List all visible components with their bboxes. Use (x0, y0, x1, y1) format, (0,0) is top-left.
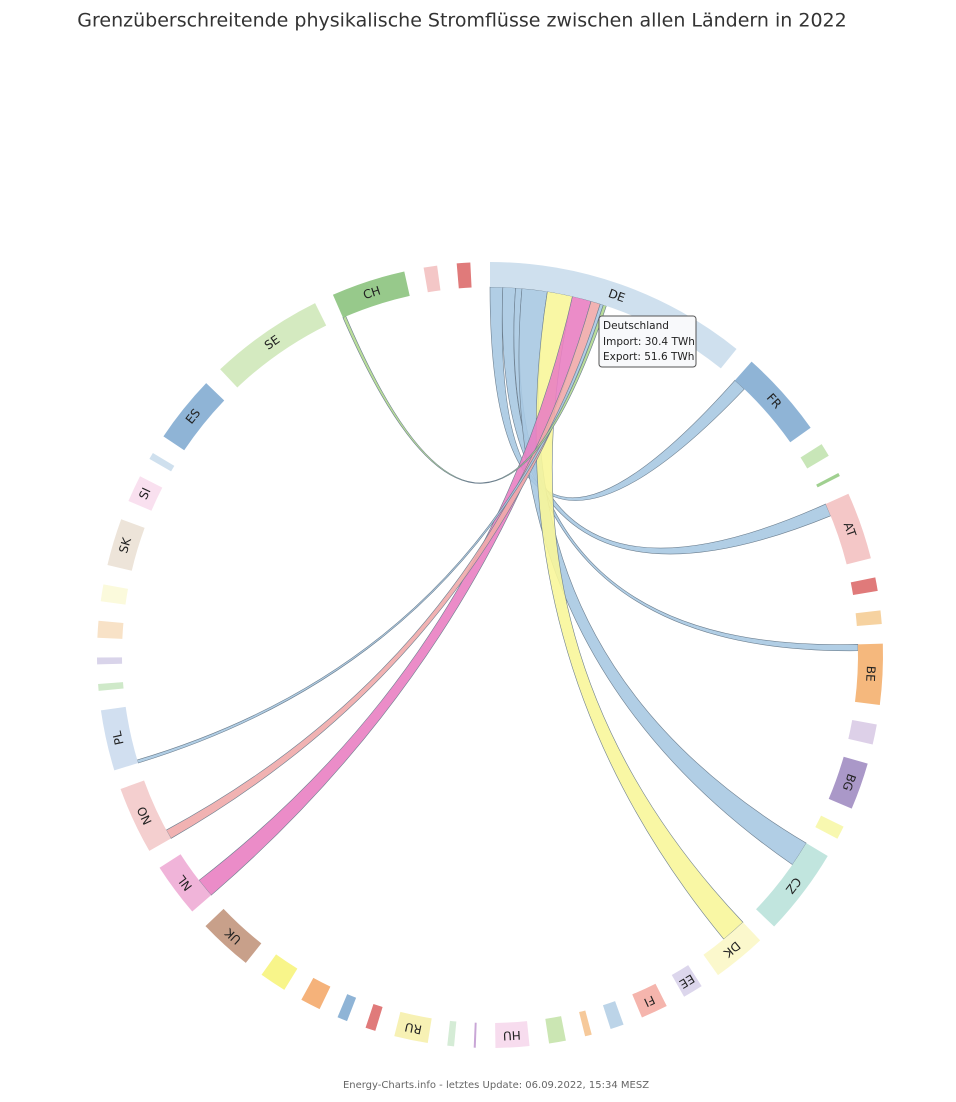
node-arc (261, 954, 298, 990)
node-label: SI (136, 486, 153, 502)
node-label: EE (677, 971, 697, 991)
node-arc (671, 965, 702, 997)
node-arc (394, 1011, 432, 1044)
node-label: HU (503, 1028, 522, 1043)
chart-title: Grenzüberschreitende physikalische Strom… (77, 10, 846, 32)
node-arc (159, 854, 212, 912)
node-label: CH (361, 283, 382, 302)
node-arc (855, 643, 883, 706)
node-arc (848, 720, 877, 745)
node-label: AT (841, 520, 859, 539)
node-arc (703, 922, 761, 976)
node-arc (632, 983, 667, 1018)
node-arc (602, 1001, 624, 1030)
tooltip-box (598, 315, 697, 368)
node-arc (816, 472, 840, 488)
node-label: SK (116, 535, 134, 555)
node-arc (220, 303, 327, 388)
node-arc (815, 815, 844, 839)
node-arc (97, 620, 124, 639)
node-label: DE (606, 286, 627, 305)
node-arc (495, 1021, 530, 1048)
tooltip-line: Export: 51.6 TWh (603, 351, 694, 363)
node-arc (365, 1004, 383, 1031)
node-label: RU (404, 1020, 424, 1037)
node-arc (855, 610, 882, 626)
node-arc (825, 493, 871, 565)
node-arc (828, 756, 868, 809)
tooltip: Deutschland Import: 30.4 TWh Export: 51.… (598, 315, 697, 368)
node-arc (107, 519, 145, 571)
node-arc (163, 383, 225, 451)
node-arc (128, 476, 163, 511)
node-arc (205, 908, 262, 963)
node-arc (149, 453, 175, 472)
node-arc (120, 780, 171, 851)
node-arc (100, 706, 139, 771)
node-arc (332, 271, 410, 318)
tooltip-title: Deutschland (603, 320, 669, 332)
node-label: BG (840, 772, 859, 793)
node-arc (447, 1020, 457, 1047)
chord (342, 304, 607, 484)
node-arc (337, 994, 357, 1022)
node-arc (734, 361, 811, 443)
node-arc (423, 265, 441, 293)
node-arc (301, 977, 331, 1010)
footer: Energy-Charts.info - letztes Update: 06.… (343, 1080, 649, 1091)
node-arc (800, 444, 829, 469)
node-label: BE (863, 666, 878, 682)
node-arc (97, 657, 123, 665)
node-arc (98, 682, 124, 691)
node-arc (473, 1022, 477, 1048)
node-arc (756, 843, 828, 927)
node-arc (545, 1016, 566, 1044)
node-arc (100, 584, 128, 605)
node-arc (456, 262, 472, 289)
node-arc (490, 262, 737, 369)
tooltip-line: Import: 30.4 TWh (603, 336, 695, 348)
node-arc (579, 1010, 592, 1037)
node-arc (850, 577, 878, 595)
node-label: PL (110, 729, 127, 746)
